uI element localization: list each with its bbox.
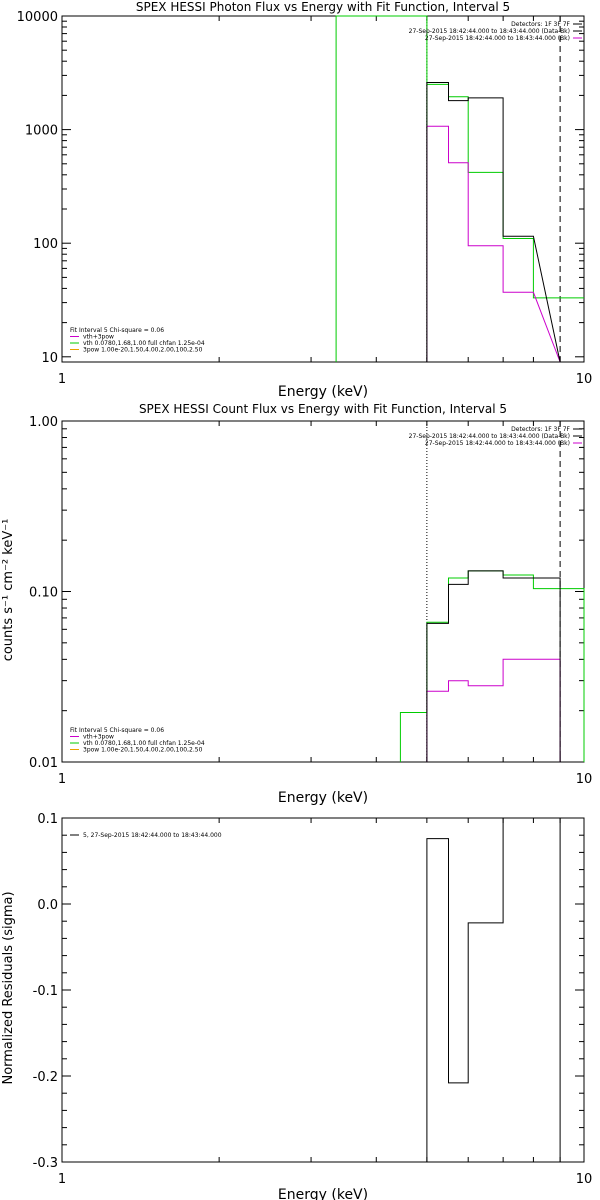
info-line: 27-Sep-2015 18:42:44.000 to 18:43:44.000…	[425, 35, 570, 42]
y-tick-label: 1.00	[29, 415, 58, 430]
y-tick-label: -0.1	[33, 984, 58, 999]
legend-label: Fit Interval 5 Chi-square = 0.06	[70, 727, 164, 734]
series-1-line	[426, 125, 561, 363]
count-flux-panel: SPEX HESSI Count Flux vs Energy with Fit…	[1, 402, 592, 806]
y-tick-label: -0.2	[33, 1070, 58, 1085]
y-tick-label: 0.1	[37, 812, 58, 827]
x-tick-label: 1	[58, 772, 66, 787]
legend-label: vth 0.0780,1.68,1.00 full chfan 1.25e-04	[83, 740, 205, 747]
legend-label: 3pow 1.00e-20,1.50,4.00,2.00,100,2.50	[83, 747, 203, 754]
y-tick-label: 10000	[17, 10, 58, 25]
legend-label: Fit Interval 5 Chi-square = 0.06	[70, 327, 164, 334]
y-tick-label: 100	[33, 237, 58, 252]
panel2-title: SPEX HESSI Count Flux vs Energy with Fit…	[139, 402, 507, 416]
info-line: Detectors: 1F 3F 7F	[511, 21, 570, 28]
photon-flux-panel: SPEX HESSI Photon Flux vs Energy with Fi…	[17, 0, 593, 400]
legend-label: vth+3pow	[83, 734, 114, 741]
panel1-xlabel: Energy (keV)	[278, 384, 368, 400]
info-line: 27-Sep-2015 18:42:44.000 to 18:43:44.000…	[425, 440, 570, 447]
legend-label: 5, 27-Sep-2015 18:42:44.000 to 18:43:44.…	[83, 832, 222, 839]
info-line: 27-Sep-2015 18:42:44.000 to 18:43:44.000…	[409, 28, 570, 35]
x-tick-label: 1	[58, 372, 66, 387]
series-2-line	[426, 82, 561, 363]
panel2-xlabel: Energy (keV)	[278, 790, 368, 806]
y-tick-label: 0.10	[29, 586, 58, 601]
x-tick-label: 10	[576, 772, 593, 787]
x-tick-label: 10	[576, 1172, 593, 1187]
y-tick-label: -0.3	[33, 1156, 58, 1171]
y-tick-label: 0.01	[29, 756, 58, 771]
legend-label: vth+3pow	[83, 334, 114, 341]
series-1-line	[426, 658, 561, 762]
residuals-panel: Energy (keV) Normalized Residuals (sigma…	[1, 812, 592, 1200]
x-tick-label: 1	[58, 1172, 66, 1187]
series-2-line	[426, 570, 561, 762]
x-tick-label: 10	[576, 372, 593, 387]
y-tick-label: 10	[41, 351, 58, 366]
panel3-xlabel: Energy (keV)	[278, 1187, 368, 1200]
legend-label: vth 0.0780,1.68,1.00 full chfan 1.25e-04	[83, 340, 205, 347]
panel1-title: SPEX HESSI Photon Flux vs Energy with Fi…	[136, 0, 510, 14]
series-0-line	[426, 817, 561, 1162]
legend-label: 3pow 1.00e-20,1.50,4.00,2.00,100,2.50	[83, 347, 203, 354]
panel3-ylabel: Normalized Residuals (sigma)	[1, 891, 16, 1084]
panel2-ylabel: counts s⁻¹ cm⁻² keV⁻¹	[1, 519, 16, 662]
info-line: 27-Sep-2015 18:42:44.000 to 18:43:44.000…	[409, 433, 570, 440]
info-line: Detectors: 1F 3F 7F	[511, 426, 570, 433]
y-tick-label: 0.0	[37, 898, 58, 913]
y-tick-label: 1000	[25, 124, 58, 139]
